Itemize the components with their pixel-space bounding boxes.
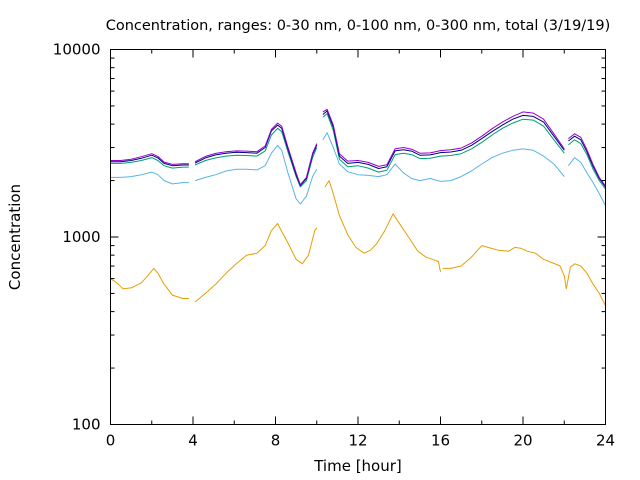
series-line-2 xyxy=(110,132,606,206)
y-axis: 100 1000 10000 xyxy=(53,41,606,434)
y-tick-label: 10000 xyxy=(53,41,101,59)
x-tick-label: 12 xyxy=(348,432,367,450)
series-line-5 xyxy=(110,108,606,187)
x-tick-label: 24 xyxy=(596,432,615,450)
x-tick-label: 8 xyxy=(271,432,281,450)
x-tick-label: 16 xyxy=(431,432,450,450)
x-axis: 0 4 8 12 16 20 24 xyxy=(106,49,615,450)
y-axis-label: Concentration xyxy=(6,184,24,290)
plot-frame xyxy=(110,49,606,425)
series-line-4 xyxy=(110,110,606,188)
x-tick-label: 20 xyxy=(513,432,532,450)
y-tick-label: 100 xyxy=(72,416,101,434)
series-line-1 xyxy=(110,180,606,306)
x-tick-label: 4 xyxy=(188,432,198,450)
x-tick-label: 0 xyxy=(106,432,116,450)
series-layer xyxy=(110,108,606,306)
series-line-3 xyxy=(110,113,606,190)
x-axis-label: Time [hour] xyxy=(313,457,402,475)
chart-title: Concentration, ranges: 0-30 nm, 0-100 nm… xyxy=(106,18,611,34)
y-tick-label: 1000 xyxy=(62,228,100,246)
